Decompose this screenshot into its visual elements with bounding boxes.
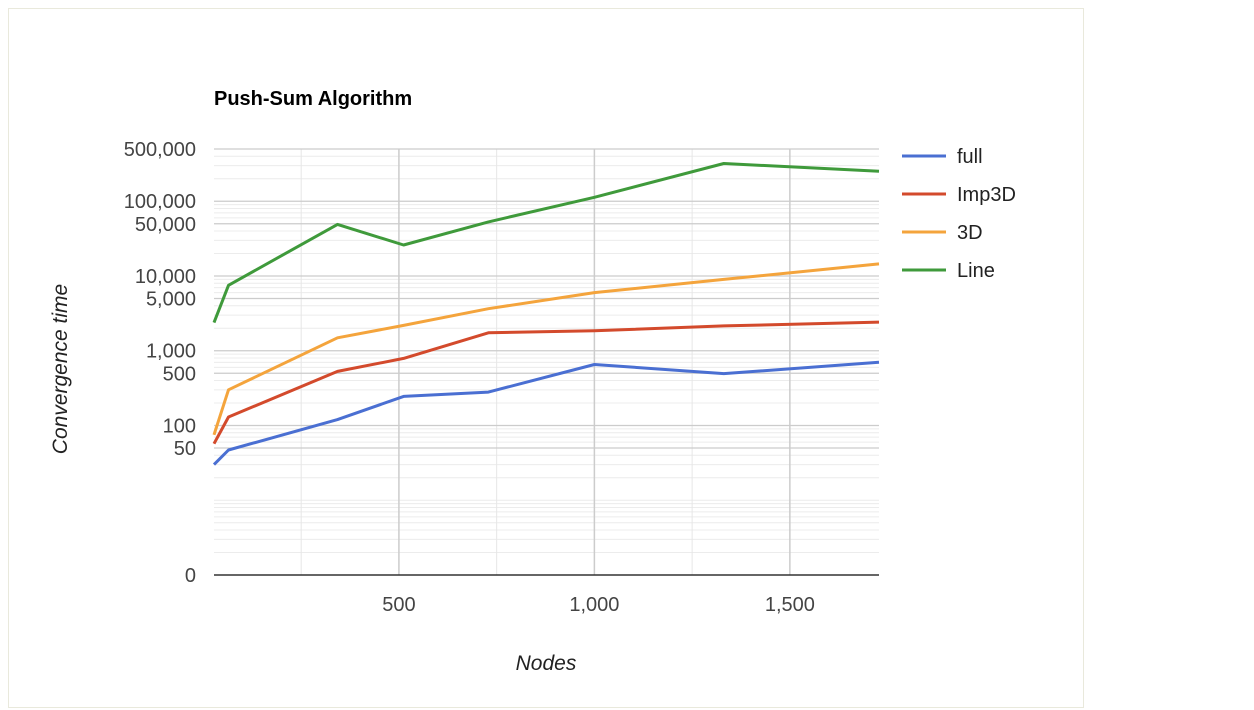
y-tick-label: 10,000 (135, 266, 196, 288)
series-line-full (212, 360, 880, 466)
x-axis-title: Nodes (516, 652, 577, 675)
series-line-3d (212, 262, 880, 436)
y-tick-label: 50,000 (135, 214, 196, 236)
series-lines (212, 162, 880, 466)
series-line-imp3d (212, 320, 880, 445)
y-tick-label: 0 (185, 565, 196, 587)
y-tick-label: 100 (163, 415, 196, 437)
x-tick-label: 1,500 (765, 594, 815, 616)
y-tick-label: 500 (163, 363, 196, 385)
legend-label: full (957, 146, 983, 168)
chart-frame: 500,000 100,000 50,000 10,000 5,000 1,000 500 1… (8, 8, 1084, 708)
legend-label: Imp3D (957, 184, 1016, 206)
grid-lines (214, 148, 879, 576)
x-tick-label: 500 (382, 594, 415, 616)
legend-label: 3D (957, 222, 983, 244)
legend-label: Line (957, 260, 995, 282)
line-chart: 500,000100,00050,00010,0005,0001,0005001… (49, 88, 1016, 675)
y-tick-label: 100,000 (124, 191, 196, 213)
chart-title: Push-Sum Algorithm (214, 88, 412, 110)
y-tick-label: 1,000 (146, 341, 196, 363)
legend[interactable]: full Imp3D 3D Line (902, 146, 1016, 282)
y-tick-label: 500,000 (124, 139, 196, 161)
y-axis-title: Convergence time (49, 284, 72, 454)
y-tick-label: 5,000 (146, 289, 196, 311)
x-tick-label: 1,000 (569, 594, 619, 616)
y-tick-label: 50 (174, 438, 196, 460)
axes: 500,000100,00050,00010,0005,0001,0005001… (124, 139, 879, 616)
series-line-line (212, 162, 880, 324)
